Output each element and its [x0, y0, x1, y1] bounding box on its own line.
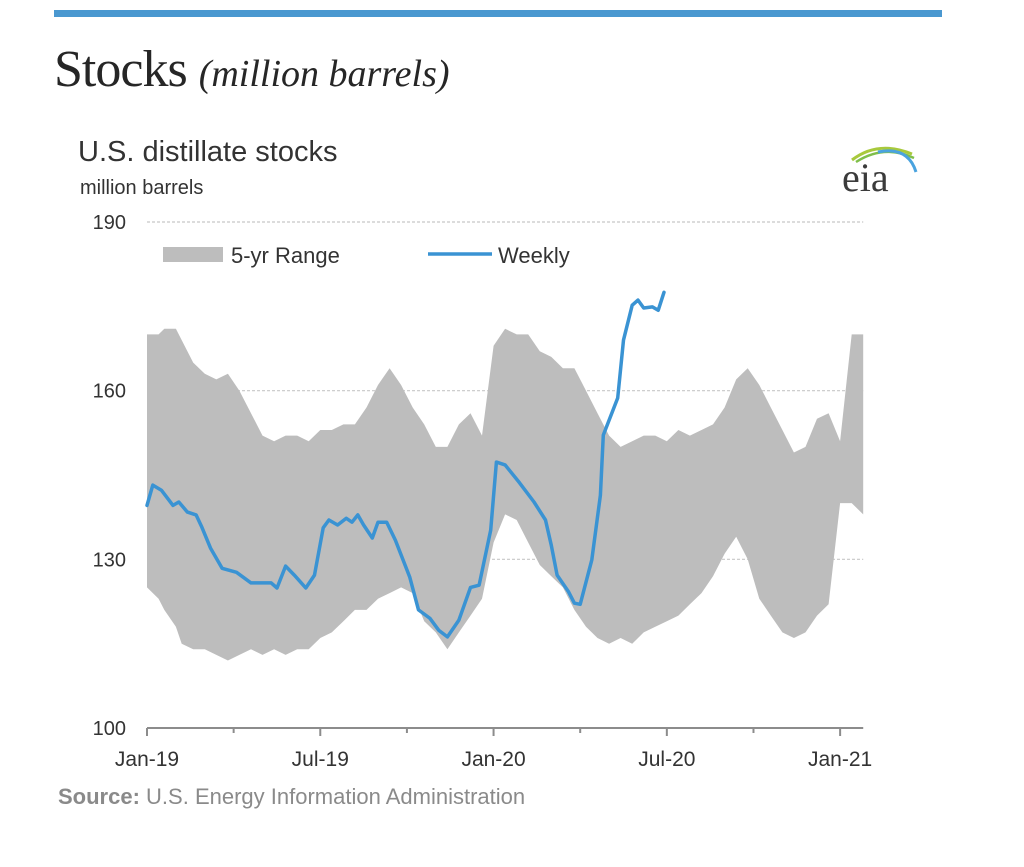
weekly-series	[145, 290, 666, 639]
chart-title: U.S. distillate stocks	[78, 136, 338, 168]
legend-label-range: 5-yr Range	[231, 243, 340, 268]
x-tick-label: Jan-21	[808, 748, 872, 771]
y-tick-label: 190	[93, 212, 126, 234]
x-tick-label: Jul-20	[638, 748, 695, 771]
y-tick-label: 130	[93, 549, 126, 571]
source-note: Source: U.S. Energy Information Administ…	[58, 784, 525, 810]
eia-logo-arc-icon	[851, 146, 918, 173]
x-tick-labels: Jan-19 Jul-19 Jan-20 Jul-20 Jan-21	[115, 748, 872, 771]
eia-logo-text: eia	[842, 155, 889, 200]
slide-title-main: Stocks	[54, 41, 188, 98]
slide-title: Stocks (million barrels)	[54, 40, 450, 99]
y-tick-labels: 100 130 160 190	[93, 212, 126, 740]
legend: 5-yr Range Weekly	[163, 243, 570, 268]
weekly-line	[145, 290, 666, 639]
y-tick-label: 160	[93, 381, 126, 403]
five-year-range-band	[147, 328, 864, 661]
slide-title-sub: (million barrels)	[198, 53, 450, 95]
eia-logo: eia	[838, 136, 922, 202]
y-tick-label: 100	[93, 718, 126, 740]
x-tick-label: Jan-19	[115, 748, 179, 771]
top-accent-rule	[54, 10, 942, 17]
five-year-range-area	[147, 328, 864, 661]
x-tick-label: Jul-19	[292, 748, 349, 771]
legend-swatch-range	[163, 247, 223, 262]
chart-units-label: million barrels	[80, 177, 204, 199]
source-text: U.S. Energy Information Administration	[146, 784, 526, 809]
source-label: Source:	[58, 784, 140, 809]
x-tick-label: Jan-20	[461, 748, 525, 771]
legend-label-weekly: Weekly	[498, 243, 570, 268]
axes	[146, 727, 864, 736]
